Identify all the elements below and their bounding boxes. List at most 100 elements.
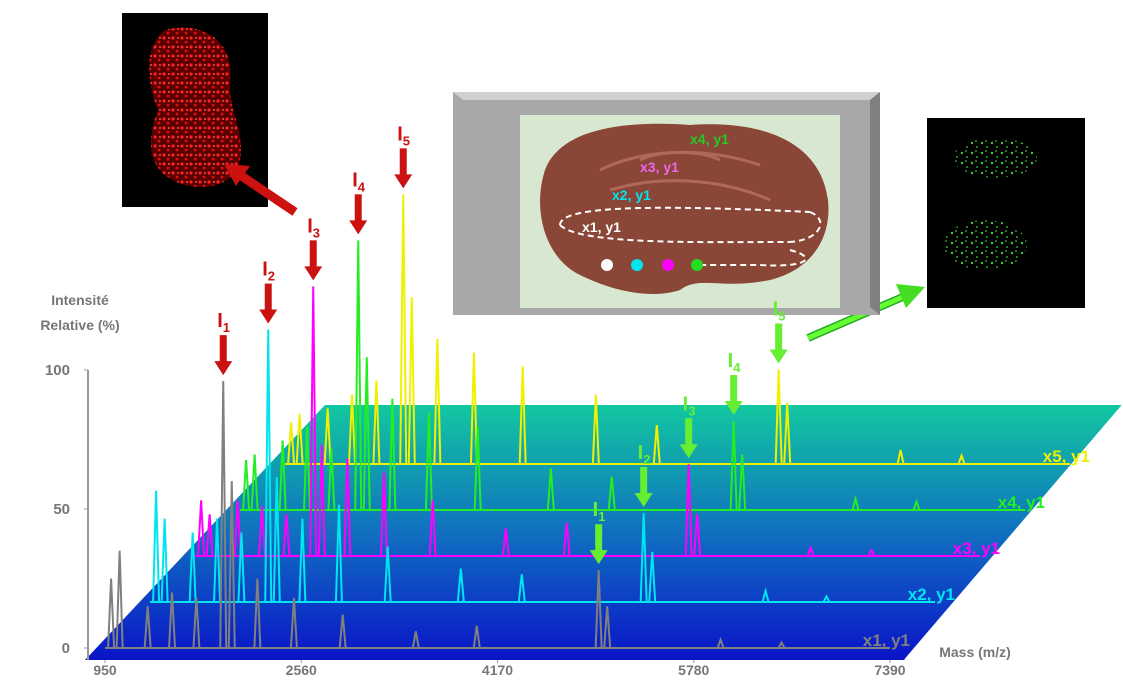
- peak: [957, 452, 966, 465]
- peak-label-letter: I: [593, 499, 599, 521]
- peak-label-letter: I: [773, 298, 779, 320]
- peak-label-letter: I: [397, 123, 403, 145]
- peak-label-sub: 1: [598, 509, 605, 524]
- peak: [473, 426, 482, 511]
- peak: [287, 422, 296, 465]
- peak: [233, 500, 242, 557]
- peak-label-letter: I: [307, 215, 313, 237]
- legend-label: x2, y1: [908, 585, 955, 604]
- legend-label: x5, y1: [1043, 447, 1090, 466]
- tissue-label: x3, y1: [640, 159, 679, 175]
- panel-edge: [453, 92, 880, 100]
- peak: [738, 454, 747, 511]
- peak-label: I4: [728, 350, 742, 375]
- floor-edge: [911, 412, 1123, 661]
- peak: [213, 518, 222, 603]
- green-cluster: [943, 220, 1027, 270]
- red-pointer: [237, 171, 298, 216]
- peak: [309, 286, 318, 557]
- red-pointer-head: [224, 164, 250, 186]
- peak: [383, 546, 392, 603]
- peak: [343, 458, 352, 557]
- peak: [501, 528, 510, 557]
- peak-label: I3: [683, 393, 696, 418]
- green-pointer-head: [896, 284, 925, 308]
- peak-arrow-head: [679, 444, 698, 459]
- scan-path: [559, 206, 822, 267]
- peak-label: I2: [262, 259, 275, 284]
- peak: [822, 594, 831, 603]
- peak: [639, 513, 648, 603]
- peak: [591, 394, 600, 465]
- peak: [237, 532, 246, 603]
- peak: [303, 426, 312, 511]
- peak: [188, 532, 197, 603]
- peak-label-sub: 2: [268, 269, 275, 284]
- peak: [354, 240, 363, 511]
- x-tick-label: 950: [93, 662, 117, 678]
- floor: [85, 405, 1123, 660]
- peak: [362, 357, 371, 511]
- peak: [379, 472, 388, 557]
- peak-label: I5: [773, 298, 786, 323]
- peak-arrow-head: [259, 309, 278, 324]
- peak-arrow-head: [349, 220, 368, 235]
- peak: [648, 551, 657, 603]
- x-tick-label: 4170: [482, 662, 513, 678]
- peak: [411, 631, 420, 649]
- peak: [152, 490, 161, 603]
- x-tick-label: 7390: [874, 662, 905, 678]
- peak: [729, 421, 738, 511]
- peak: [295, 413, 304, 465]
- peak: [242, 459, 251, 511]
- peak: [407, 297, 416, 465]
- peak-label-sub: 2: [643, 452, 650, 467]
- spot: [601, 259, 613, 271]
- peak: [693, 514, 702, 557]
- peak-label-letter: I: [217, 310, 223, 332]
- y-tick-label: 100: [45, 362, 70, 379]
- x-tick-label: 5780: [678, 662, 709, 678]
- peak-label: I5: [397, 123, 410, 148]
- peak-label-sub: 1: [223, 320, 230, 335]
- peak-arrow-head: [394, 174, 413, 189]
- peak-label: I1: [593, 499, 606, 524]
- brain-detail: [599, 150, 771, 202]
- peak: [258, 505, 267, 557]
- peak: [517, 574, 526, 603]
- peak: [851, 495, 860, 511]
- peak-label-sub: 4: [733, 360, 741, 375]
- peak: [227, 481, 236, 649]
- peak: [867, 548, 876, 557]
- spot: [631, 259, 643, 271]
- y-tick-label: 0: [62, 640, 70, 657]
- peak: [594, 570, 603, 649]
- peak: [115, 550, 124, 649]
- peak: [546, 468, 555, 511]
- peak: [107, 578, 116, 649]
- peak: [278, 440, 287, 511]
- peak-label: I4: [352, 169, 366, 194]
- peak: [388, 398, 397, 511]
- peak: [298, 518, 307, 603]
- peak: [253, 578, 262, 649]
- peak: [562, 522, 571, 557]
- peak: [205, 514, 214, 557]
- peak-arrow-head: [634, 493, 653, 508]
- peak: [912, 498, 921, 511]
- peak: [774, 369, 783, 465]
- peak: [783, 402, 792, 465]
- peak-label-sub: 3: [688, 403, 695, 418]
- peak-label: I3: [307, 215, 320, 240]
- peak: [323, 408, 332, 465]
- peak: [160, 518, 169, 603]
- peak-label-letter: I: [683, 393, 689, 415]
- x-label: Mass (m/z): [939, 644, 1011, 660]
- peak: [603, 606, 612, 649]
- peak: [472, 625, 481, 649]
- peak: [272, 476, 281, 603]
- peak-arrow-head: [769, 349, 788, 364]
- legend-label: x4, y1: [998, 493, 1045, 512]
- peak: [777, 640, 786, 649]
